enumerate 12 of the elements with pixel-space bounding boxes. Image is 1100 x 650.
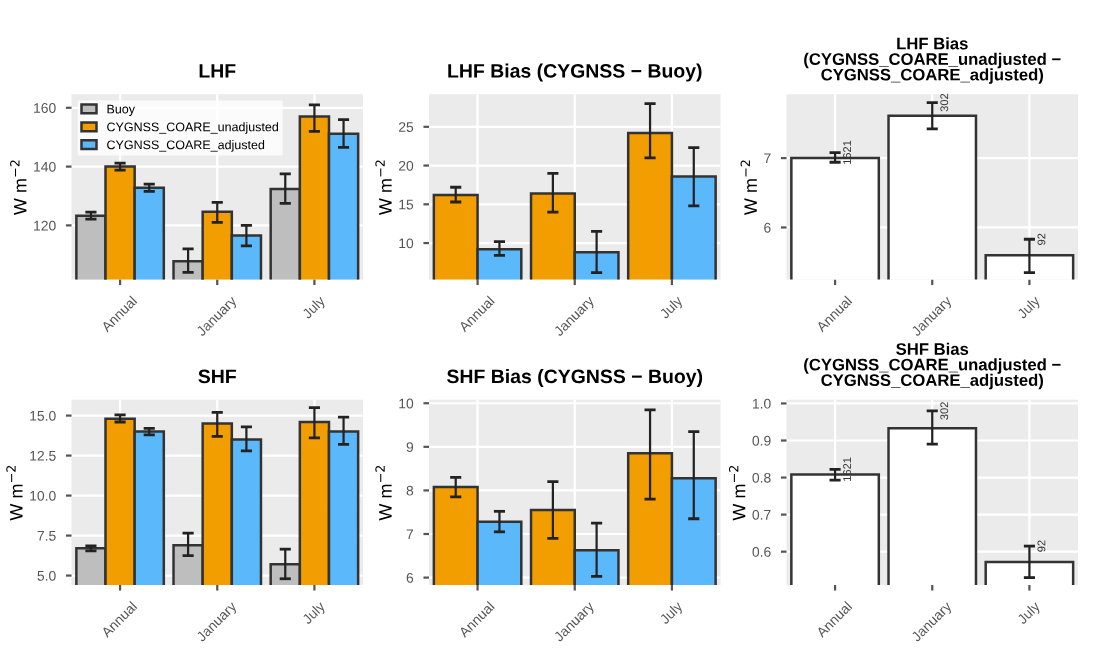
chart-title: LHF Bias (CYGNSS − Buoy)	[448, 63, 702, 82]
y-axis-title: W m$^{−2}$	[6, 465, 23, 521]
chart-title: LHF	[199, 64, 236, 78]
chart-title: LHF Bias (CYGNSS_COARE_unadjusted − CYGNSS_COARE_adjusted)	[804, 37, 1061, 84]
chart-title: SHF	[198, 369, 236, 384]
y-axis-title: W m$^{−2}$	[728, 465, 746, 521]
y-axis-title: W m$^{−2}$	[740, 160, 757, 216]
y-axis-title: W m$^{−2}$	[10, 160, 27, 216]
y-axis-title: W m$^{−2}$	[375, 160, 392, 216]
y-axis-title: W m$^{−2}$	[375, 465, 392, 521]
chart-title: SHF Bias (CYGNSS − Buoy)	[447, 368, 703, 388]
chart-title: SHF Bias (CYGNSS_COARE_unadjusted − CYGNSS_COARE_adjusted)	[804, 342, 1061, 390]
